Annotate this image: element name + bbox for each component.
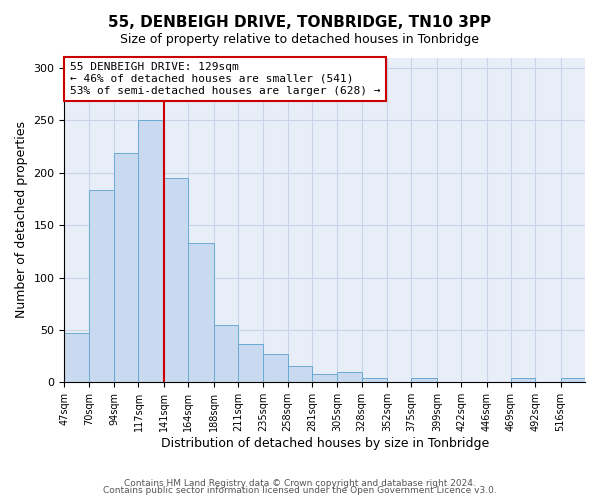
- Bar: [188, 243, 214, 382]
- Bar: [511, 378, 535, 382]
- Text: Contains HM Land Registry data © Crown copyright and database right 2024.: Contains HM Land Registry data © Crown c…: [124, 478, 476, 488]
- Bar: [412, 378, 437, 382]
- Bar: [362, 378, 387, 382]
- Bar: [214, 324, 238, 382]
- Bar: [114, 153, 139, 382]
- Text: Size of property relative to detached houses in Tonbridge: Size of property relative to detached ho…: [121, 32, 479, 46]
- Bar: [337, 372, 362, 382]
- Bar: [312, 374, 337, 382]
- Text: 55, DENBEIGH DRIVE, TONBRIDGE, TN10 3PP: 55, DENBEIGH DRIVE, TONBRIDGE, TN10 3PP: [109, 15, 491, 30]
- Bar: [164, 178, 188, 382]
- Bar: [287, 366, 312, 382]
- Bar: [139, 120, 164, 382]
- Bar: [64, 333, 89, 382]
- Bar: [238, 344, 263, 382]
- Text: 55 DENBEIGH DRIVE: 129sqm
← 46% of detached houses are smaller (541)
53% of semi: 55 DENBEIGH DRIVE: 129sqm ← 46% of detac…: [70, 62, 380, 96]
- Text: Contains public sector information licensed under the Open Government Licence v3: Contains public sector information licen…: [103, 486, 497, 495]
- Y-axis label: Number of detached properties: Number of detached properties: [15, 122, 28, 318]
- X-axis label: Distribution of detached houses by size in Tonbridge: Distribution of detached houses by size …: [161, 437, 489, 450]
- Bar: [89, 190, 114, 382]
- Bar: [560, 378, 585, 382]
- Bar: [263, 354, 287, 382]
